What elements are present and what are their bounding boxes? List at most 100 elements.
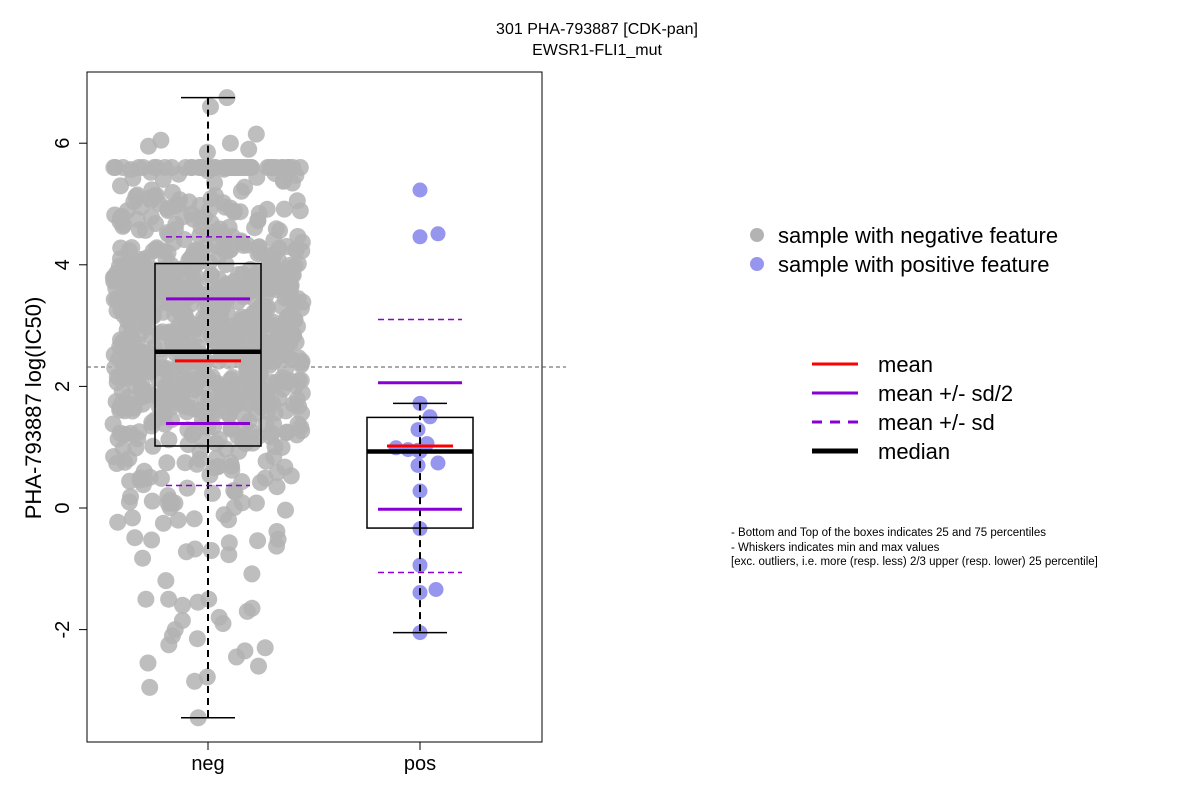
neg-point: [188, 374, 206, 391]
neg-point: [212, 227, 229, 245]
neg-point: [220, 546, 238, 564]
neg-point: [274, 172, 292, 190]
neg-point: [287, 241, 304, 259]
legend-label-positive: sample with positive feature: [778, 252, 1049, 277]
neg-point: [174, 596, 191, 614]
neg-point: [268, 464, 286, 482]
neg-point: [284, 266, 302, 284]
neg-point: [206, 187, 224, 205]
neg-point: [140, 137, 157, 155]
neg-point: [292, 371, 310, 389]
neg-point: [111, 209, 129, 227]
plot-area: -2 0 2 4 6 neg pos: [52, 71, 566, 775]
y-tick-label: 6: [52, 138, 74, 149]
neg-point: [141, 468, 159, 486]
neg-point: [198, 292, 216, 310]
footnote-line-3: [exc. outliers, i.e. more (resp. less) 2…: [731, 556, 1098, 568]
neg-point: [265, 353, 283, 371]
neg-point: [188, 250, 205, 268]
neg-point: [112, 239, 130, 257]
neg-point: [166, 334, 184, 352]
neg-point: [208, 458, 226, 476]
neg-point: [201, 253, 218, 271]
neg-point: [115, 356, 133, 373]
neg-point: [116, 453, 134, 471]
neg-point: [160, 431, 178, 449]
neg-point: [205, 405, 223, 423]
neg-point: [201, 201, 219, 219]
neg-point: [144, 437, 162, 455]
neg-point: [265, 246, 283, 264]
x-tick-label-pos: pos: [404, 753, 436, 775]
neg-point: [122, 488, 139, 506]
y-tick-label: 0: [52, 502, 74, 513]
neg-point: [190, 326, 208, 344]
neg-point: [283, 304, 301, 322]
x-axis: neg pos: [191, 742, 436, 775]
neg-point: [294, 293, 312, 311]
neg-point: [241, 269, 259, 287]
neg-point: [200, 391, 218, 409]
neg-point: [238, 358, 256, 376]
neg-point: [247, 125, 265, 143]
neg-point: [251, 351, 269, 368]
neg-point: [259, 159, 277, 176]
neg-point: [184, 210, 202, 228]
neg-point: [199, 308, 217, 326]
neg-point: [173, 382, 191, 400]
neg-point: [267, 220, 285, 238]
neg-point: [223, 457, 241, 475]
box-neg: [154, 96, 262, 719]
neg-point: [261, 274, 279, 292]
iqr-box: [366, 416, 474, 529]
neg-point: [231, 159, 248, 176]
y-tick-label: -2: [52, 621, 74, 639]
neg-point: [124, 509, 141, 527]
neg-point: [142, 208, 160, 226]
neg-point: [210, 608, 228, 626]
neg-point: [157, 572, 175, 590]
neg-point: [250, 657, 267, 675]
neg-point: [104, 269, 122, 286]
neg-point: [255, 394, 273, 412]
pos-point: [410, 457, 426, 473]
neg-point: [178, 403, 196, 421]
neg-point: [261, 340, 279, 358]
neg-point: [277, 402, 295, 420]
neg-point: [178, 479, 196, 497]
neg-point: [288, 192, 306, 210]
y-tick-label: 4: [52, 259, 74, 270]
pos-point: [428, 582, 444, 597]
legend-label-negative: sample with negative feature: [778, 223, 1058, 248]
pos-point: [412, 182, 428, 198]
neg-point: [250, 238, 267, 256]
neg-point: [168, 261, 186, 279]
neg-point: [236, 417, 254, 435]
footnote: - Bottom and Top of the boxes indicates …: [731, 527, 1098, 568]
neg-point: [268, 478, 286, 496]
neg-point: [289, 228, 307, 245]
pos-point: [430, 226, 446, 242]
neg-point: [166, 306, 184, 324]
neg-point: [169, 511, 187, 529]
neg-point: [236, 642, 254, 660]
pos-point: [430, 455, 446, 471]
legend: sample with negative feature sample with…: [750, 223, 1058, 464]
neg-point: [207, 159, 225, 176]
neg-point: [186, 275, 204, 293]
neg-point: [243, 599, 261, 617]
neg-point: [131, 365, 149, 383]
neg-point: [191, 442, 209, 460]
neg-point: [202, 542, 220, 559]
neg-point: [188, 630, 206, 648]
neg-point: [281, 335, 299, 352]
neg-point: [130, 221, 148, 239]
neg-point: [292, 354, 310, 372]
neg-point: [119, 267, 137, 285]
neg-point: [159, 202, 177, 219]
neg-point: [129, 430, 147, 448]
legend-label-mean: mean: [878, 352, 933, 377]
neg-point: [203, 368, 221, 386]
neg-point: [235, 374, 253, 392]
